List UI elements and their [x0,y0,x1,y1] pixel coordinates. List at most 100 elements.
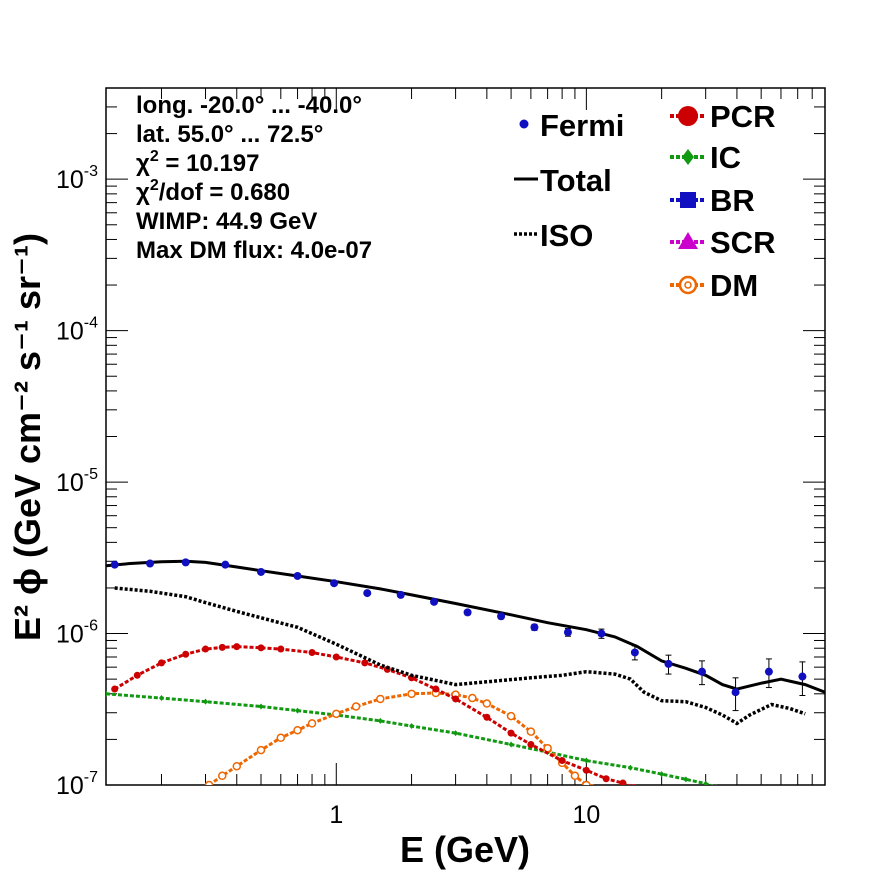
iso-line [114,586,806,726]
dm-point [582,780,591,785]
info-chi2: χ2 = 10.197 [136,148,260,177]
dm-line [208,691,590,785]
legend-fermi-marker [519,119,529,129]
ic-point [627,764,633,771]
dm-point [376,694,385,704]
info-max-dm-flux: Max DM flux: 4.0e-07 [136,237,372,264]
pcr-point [483,713,491,721]
fermi-point [798,672,807,681]
fermi-point [363,589,372,598]
pcr-point [308,648,316,656]
legend-pcr-label: PCR [710,99,775,134]
legend-total-label: Total [540,163,612,198]
ic-point [106,690,109,697]
dm-point [332,709,341,719]
y-tick-label: 10-5 [56,466,98,497]
ic-point [583,757,589,764]
legend-ic-marker [682,149,694,165]
dm-point [293,725,302,735]
fermi-point [664,659,673,668]
pcr-point [619,779,627,785]
legend-dm-marker [678,275,698,295]
dm-point [351,702,361,711]
pcr-point [133,671,141,679]
legend-fermi-label: Fermi [540,108,624,143]
legend-br-marker [680,192,696,208]
total-line [106,559,825,694]
y-tick-label: 10-3 [56,163,98,194]
x-axis-title: E (GeV) [400,829,530,870]
pcr-point [507,729,515,737]
legend-dm-marker-inner [684,281,692,289]
pcr-point [157,659,165,667]
fermi-point [597,629,606,638]
legend-br-label: BR [710,183,755,218]
ic-point [453,730,459,737]
legend-scr-label: SCR [710,225,775,260]
legend-iso-label: ISO [540,218,593,253]
dm-point [256,745,266,755]
info-wimp: WIMP: 44.9 GeV [136,208,317,235]
y-axis-title: E² ϕ (GeV cm⁻² s⁻¹ sr⁻¹) [7,233,48,641]
ic-point [295,707,301,714]
fermi-point [256,567,265,576]
pcr-point [202,645,210,653]
pcr-point [631,784,637,785]
legend-dm-label: DM [710,268,758,303]
dm-point [482,699,492,708]
dm-point [570,771,580,781]
fermi-point [563,628,572,637]
series-layer [106,558,825,785]
dm-point [468,693,477,703]
ic-point [377,717,383,724]
fit-info: long. -20.0° ... -40.0° lat. 55.0° ... 7… [136,92,372,264]
fermi-point [110,560,119,569]
info-longitude: long. -20.0° ... -40.0° [136,92,362,119]
dm-point [276,733,286,743]
pcr-point [182,650,190,658]
tick-labels: 1 10 10-7 10-6 10-5 10-4 10-3 [56,163,600,829]
dm-point [407,689,416,699]
pcr-point [527,741,535,749]
x-tick-label: 10 [572,801,600,829]
y-tick-label: 10-6 [56,618,98,649]
ic-point [659,771,665,778]
pcr-point [332,653,340,661]
info-chi2-dof: χ2/dof = 0.680 [136,177,290,206]
fermi-point [463,608,472,617]
ic-point [715,784,717,785]
pcr-point [277,645,285,653]
ic-line [106,692,715,785]
info-latitude: lat. 55.0° ... 72.5° [136,121,323,148]
pcr-line [113,645,632,785]
fermi-point [630,648,639,657]
pcr-point [361,659,369,667]
dm-point [204,780,214,785]
fermi-point [430,597,439,606]
fermi-point [697,667,706,676]
pcr-point [218,643,226,651]
dm-point [526,727,536,736]
fermi-point [146,559,155,568]
dm-point [218,771,227,781]
dm-point [307,719,317,728]
fermi-point [221,560,230,569]
ic-point [683,776,689,783]
legend: Fermi Total ISO PCR IC BR SCR DM [514,99,775,303]
dm-point [232,761,242,771]
pcr-point [111,685,119,693]
y-tick-label: 10-4 [56,315,98,346]
fermi-point [396,590,405,599]
pcr-point [452,695,460,703]
fermi-point [181,558,190,567]
ic-point [409,723,415,730]
pcr-point [408,674,416,682]
legend-scr-marker [678,232,698,249]
pcr-point [602,775,610,783]
y-tick-label: 10-7 [56,769,98,800]
dm-point [506,711,516,721]
dm-point [589,784,595,785]
ic-point [158,695,164,702]
fermi-point [530,623,539,632]
